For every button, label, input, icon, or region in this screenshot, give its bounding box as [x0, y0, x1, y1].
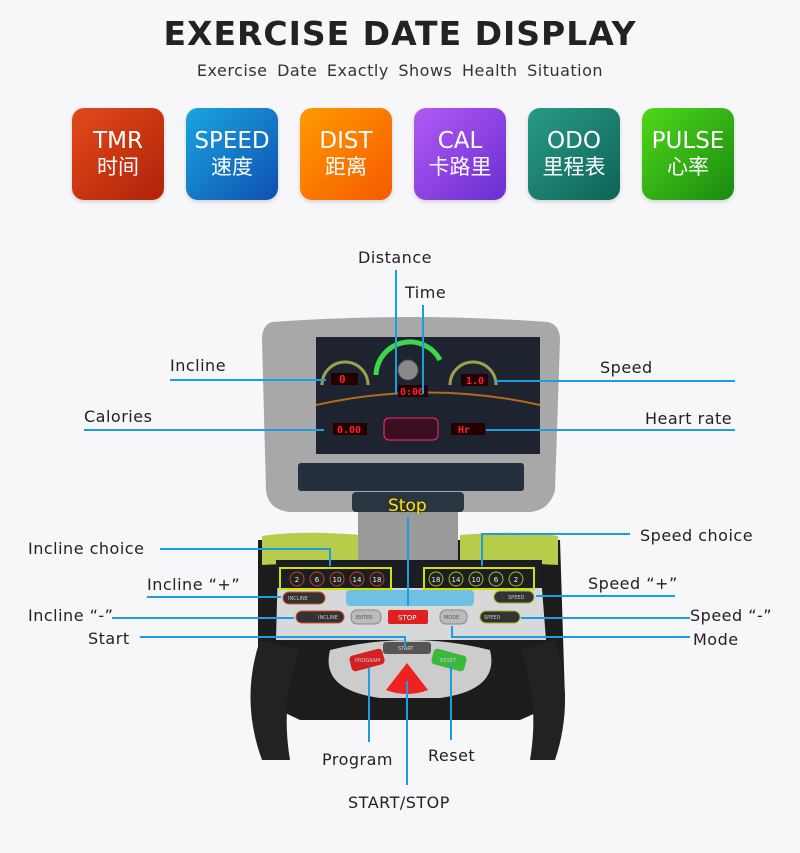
- callout-incline: Incline: [170, 356, 227, 375]
- badge-label-cn: 距离: [325, 155, 367, 179]
- badge-cal: CAL 卡路里: [414, 108, 506, 200]
- callout-speed-choice: Speed choice: [640, 526, 754, 545]
- badge-label-cn: 卡路里: [428, 155, 492, 179]
- incline-key-label: 6: [315, 576, 320, 584]
- left-handlebar: [250, 640, 300, 760]
- callout-incline-minus: Incline “-”: [28, 606, 114, 625]
- callout-lines: [84, 270, 735, 785]
- incline-key-18[interactable]: [369, 571, 385, 587]
- badge-label: DIST: [319, 128, 373, 154]
- callout-incline-choice: Incline choice: [28, 539, 145, 558]
- page-subtitle: Exercise Date Exactly Shows Health Situa…: [196, 61, 604, 80]
- right-handlebar: [520, 640, 565, 760]
- callout-speed-plus: Speed “+”: [588, 574, 678, 593]
- speed-up-button[interactable]: [493, 590, 535, 604]
- badge-label: ODO: [547, 128, 601, 154]
- badge-label-cn: 心率: [667, 155, 709, 179]
- program-button[interactable]: [349, 648, 386, 672]
- badge-label: CAL: [437, 128, 483, 154]
- badge-pulse: PULSE 心率: [642, 108, 734, 200]
- incline-key-label: 14: [353, 576, 362, 584]
- badge-label-cn: 速度: [211, 155, 253, 179]
- speed-key-label: 14: [452, 576, 461, 584]
- speed-down-label: SPEED: [484, 615, 501, 621]
- speed-up-label: SPEED: [508, 595, 525, 601]
- calorie-readout: 0.00: [337, 425, 361, 436]
- speed-key-label: 10: [472, 576, 481, 584]
- speed-key-18[interactable]: [428, 571, 444, 587]
- callout-start-stop: START/STOP: [348, 793, 450, 812]
- reset-button[interactable]: [431, 648, 468, 672]
- program-info-panel: [298, 463, 524, 491]
- badge-label: PULSE: [651, 128, 725, 154]
- badge-dist: DIST 距离: [300, 108, 392, 200]
- callout-speed: Speed: [600, 358, 653, 377]
- incline-key-label: 2: [295, 576, 299, 584]
- incline-key-14[interactable]: [349, 571, 365, 587]
- mode-button[interactable]: [439, 609, 468, 625]
- stop-button[interactable]: [388, 610, 428, 624]
- incline-key-label: 18: [373, 576, 382, 584]
- speed-key-label: 18: [432, 576, 441, 584]
- speed-choice-box: [423, 567, 535, 590]
- callout-distance: Distance: [358, 248, 432, 267]
- badge-speed: SPEED 速度: [186, 108, 278, 200]
- callout-reset: Reset: [428, 746, 476, 765]
- enter-button[interactable]: [350, 609, 382, 625]
- speed-readout: 1.0: [466, 376, 484, 387]
- pulse-readout: Hr: [458, 425, 470, 436]
- mode-label: MODE: [444, 615, 459, 621]
- incline-down-label: INCLINE: [318, 615, 338, 621]
- speed-key-label: 2: [514, 576, 518, 584]
- incline-down-button[interactable]: [295, 610, 345, 624]
- incline-choice-box: [279, 567, 392, 590]
- badge-label: SPEED: [194, 128, 270, 154]
- callout-calories: Calories: [84, 407, 153, 426]
- callout-heart-rate: Heart rate: [645, 409, 733, 428]
- badge-label-cn: 时间: [97, 155, 139, 179]
- dot-matrix-display: [383, 417, 439, 441]
- start-stop-button[interactable]: [386, 663, 428, 694]
- callout-program: Program: [322, 750, 394, 769]
- badge-odo: ODO 里程表: [528, 108, 620, 200]
- start-button[interactable]: [383, 642, 431, 654]
- callout-incline-plus: Incline “+”: [147, 575, 241, 594]
- speed-key-6[interactable]: [488, 571, 504, 587]
- time-readout: 0:00: [400, 387, 424, 398]
- start-label: START: [398, 646, 414, 652]
- enter-label: ENTER: [356, 615, 373, 621]
- speed-key-10[interactable]: [468, 571, 484, 587]
- callout-start: Start: [88, 629, 130, 648]
- callout-speed-minus: Speed “-”: [690, 606, 773, 625]
- speed-key-label: 6: [494, 576, 499, 584]
- speed-key-14[interactable]: [448, 571, 464, 587]
- incline-key-6[interactable]: [309, 571, 325, 587]
- speed-down-button[interactable]: [479, 610, 521, 624]
- reset-label: RESET: [440, 658, 457, 664]
- incline-readout: 0: [339, 373, 346, 386]
- incline-key-label: 10: [333, 576, 342, 584]
- callout-time: Time: [405, 283, 447, 302]
- callout-stop: Stop: [388, 496, 427, 516]
- speed-key-2[interactable]: [508, 571, 524, 587]
- green-trim-right: [460, 532, 558, 565]
- badge-tmr: TMR 时间: [72, 108, 164, 200]
- badge-label-cn: 里程表: [542, 155, 606, 179]
- incline-up-button[interactable]: [282, 591, 326, 605]
- badge-label: TMR: [93, 128, 143, 154]
- incline-key-10[interactable]: [329, 571, 345, 587]
- incline-up-label: INCLINE: [288, 596, 308, 602]
- callout-mode: Mode: [693, 630, 739, 649]
- program-label: PROGRAM: [355, 658, 380, 664]
- stop-button-label: STOP: [398, 614, 416, 622]
- page-title: EXERCISE DATE DISPLAY: [163, 14, 637, 53]
- incline-key-2[interactable]: [289, 571, 305, 587]
